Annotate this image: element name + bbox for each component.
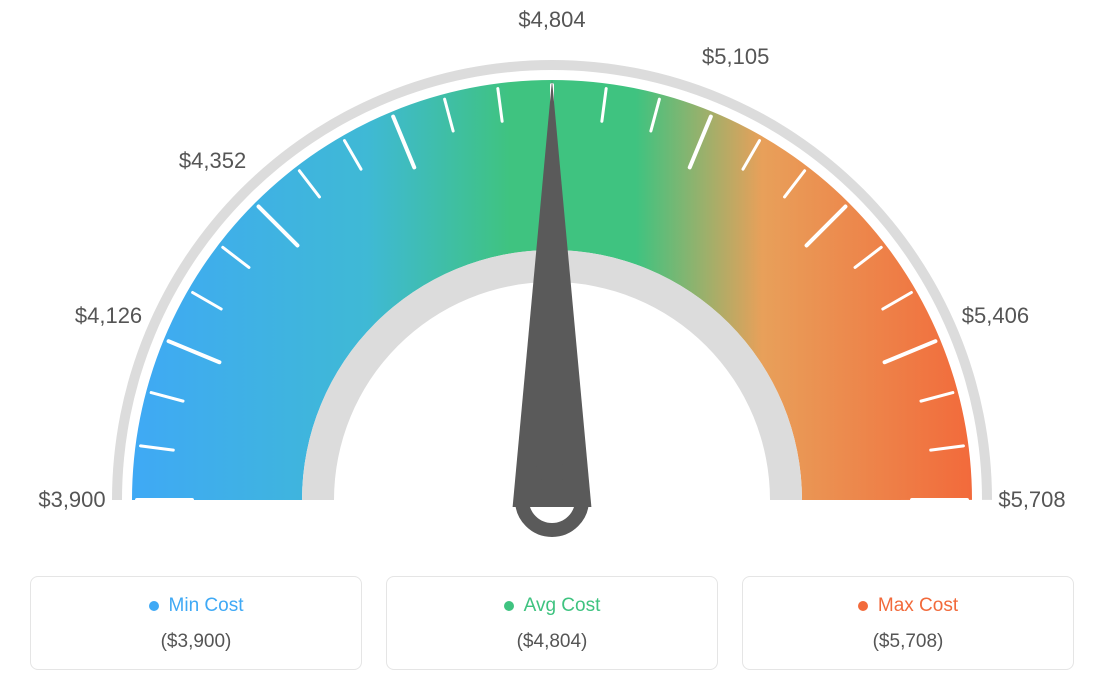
max-cost-label: Max Cost	[878, 595, 958, 617]
min-cost-header: Min Cost	[41, 595, 351, 617]
dot-icon	[149, 601, 159, 611]
avg-cost-header: Avg Cost	[397, 595, 707, 617]
info-cards-row: Min Cost ($3,900) Avg Cost ($4,804) Max …	[30, 576, 1074, 670]
gauge-chart: $3,900 $4,126 $4,352 $4,804 $5,105 $5,406 $5,7…	[0, 0, 1104, 570]
gauge-tick-label: $5,708	[998, 487, 1065, 513]
gauge-svg	[0, 0, 1104, 570]
gauge-tick-label: $4,352	[179, 148, 246, 174]
gauge-tick-label: $5,406	[962, 303, 1029, 329]
gauge-tick-label: $5,105	[702, 44, 769, 70]
avg-cost-label: Avg Cost	[524, 595, 601, 617]
avg-cost-card: Avg Cost ($4,804)	[386, 576, 718, 670]
max-cost-header: Max Cost	[753, 595, 1063, 617]
min-cost-label: Min Cost	[169, 595, 244, 617]
gauge-tick-label: $3,900	[38, 487, 105, 513]
max-cost-value: ($5,708)	[753, 631, 1063, 653]
chart-container: $3,900 $4,126 $4,352 $4,804 $5,105 $5,406 $5,7…	[0, 0, 1104, 690]
gauge-tick-label: $4,126	[75, 303, 142, 329]
min-cost-card: Min Cost ($3,900)	[30, 576, 362, 670]
dot-icon	[858, 601, 868, 611]
min-cost-value: ($3,900)	[41, 631, 351, 653]
max-cost-card: Max Cost ($5,708)	[742, 576, 1074, 670]
gauge-tick-label: $4,804	[518, 7, 585, 33]
avg-cost-value: ($4,804)	[397, 631, 707, 653]
dot-icon	[504, 601, 514, 611]
